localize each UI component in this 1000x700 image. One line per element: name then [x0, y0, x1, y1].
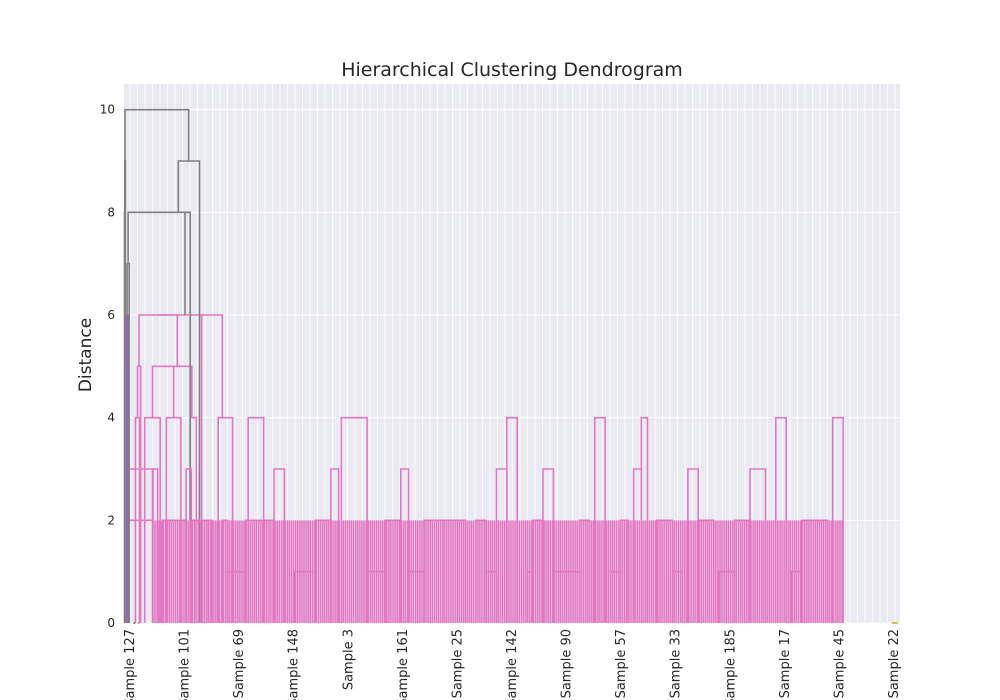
x-tick-label: Sample 127 — [123, 629, 138, 700]
y-axis-label: Distance — [76, 318, 96, 392]
x-tick-label: Sample 57 — [614, 629, 629, 698]
pink-leaf-merge — [593, 416, 606, 623]
pink-leaf-merge — [273, 468, 286, 623]
y-tick-label: 2 — [107, 513, 115, 527]
y-tick-label: 4 — [107, 411, 115, 425]
x-tick-label: Sample 142 — [505, 629, 520, 700]
y-tick-layer: 0 2 4 6 8 10 — [100, 103, 115, 630]
x-tick-label: Sample 161 — [396, 629, 411, 700]
gray-cluster-link — [127, 211, 186, 315]
gray-cluster-link — [124, 108, 190, 161]
y-tick-label: 6 — [107, 308, 115, 322]
y-tick-label: 10 — [100, 103, 115, 117]
x-tick-label: Sample 69 — [232, 629, 247, 698]
x-tick-label: Sample 17 — [778, 629, 793, 698]
pink-leaf-merge — [831, 416, 844, 623]
x-tick-label: Sample 45 — [832, 629, 847, 698]
x-tick-layer: Sample 127 Sample 101 Sample 69 Sample 148 S… — [123, 629, 902, 700]
pink-cluster-link — [217, 416, 234, 623]
gray-cluster-link — [124, 160, 127, 623]
x-tick-label: Sample 22 — [887, 629, 902, 698]
chart-title: Hierarchical Clustering Dendrogram — [341, 59, 683, 81]
plot-background — [124, 84, 900, 623]
link-layer — [123, 108, 898, 624]
x-tick-label: Sample 33 — [669, 629, 684, 698]
x-tick-label: Sample 90 — [560, 629, 575, 698]
x-tick-label: Sample 185 — [723, 629, 738, 700]
x-tick-label: Sample 3 — [341, 629, 356, 690]
y-tick-label: 0 — [107, 616, 115, 630]
x-tick-label: Sample 148 — [287, 629, 302, 700]
x-tick-label: Sample 25 — [450, 629, 465, 698]
pink-cluster-link — [162, 365, 193, 418]
y-tick-label: 8 — [107, 205, 115, 219]
pink-leaf-merge — [542, 468, 555, 623]
pink-cluster-link — [201, 314, 224, 418]
gray-cluster-link — [185, 211, 191, 623]
x-tick-label: Sample 101 — [178, 629, 193, 700]
